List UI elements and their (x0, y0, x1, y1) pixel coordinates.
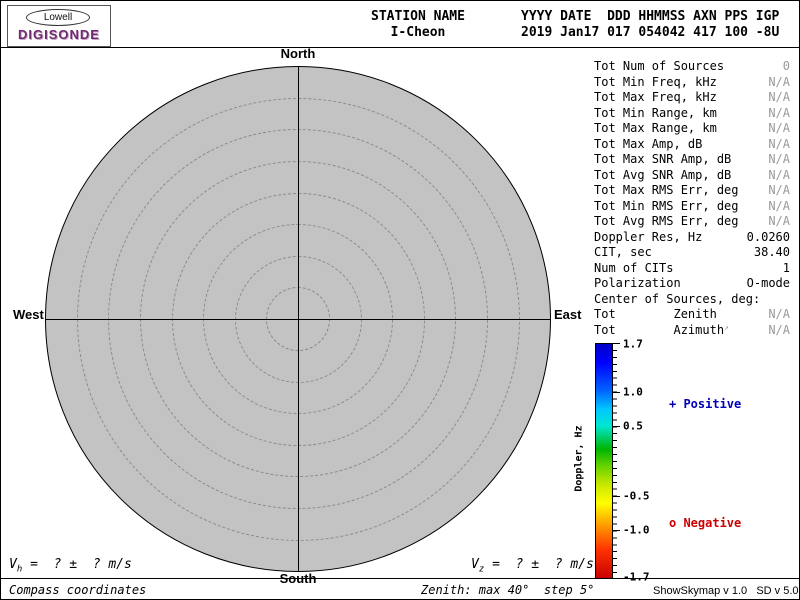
stat-label: Doppler Res, Hz (594, 229, 703, 244)
stat-label: Tot Avg RMS Err, deg (594, 214, 739, 228)
stat-value: N/A (768, 90, 790, 104)
stat-value: N/A (768, 74, 790, 89)
software-version-label: ShowSkymap v 1.0 SD v 5.0 (653, 585, 799, 597)
colorbar-tick-label: 0.5 (623, 419, 643, 433)
colorbar-tick (613, 496, 620, 497)
stat-row-min-rms: Tot Min RMS Err, deg N/A (594, 199, 790, 214)
stat-value: N/A (768, 307, 790, 321)
stat-value: N/A (768, 214, 790, 228)
stat-label: CIT, sec (594, 245, 652, 259)
colorbar-minor-ticks (613, 343, 617, 579)
stat-label: Tot Min RMS Err, deg (594, 198, 739, 213)
coordinates-mode-label: Compass coordinates (9, 583, 147, 597)
stat-label: Tot Max Range, km (594, 121, 717, 135)
horizontal-velocity-readout: Vh = ? ± ? m/s (9, 557, 132, 575)
stat-label: Tot Zenith (594, 307, 717, 321)
stat-row-num-cits: Num of CITs 1 (594, 261, 790, 276)
stat-row-min-freq: Tot Min Freq, kHz N/A (594, 75, 790, 90)
colorbar-tick-label: -0.5 (623, 489, 650, 503)
stat-value: 0 (782, 59, 790, 73)
stat-row-max-rms: Tot Max RMS Err, deg N/A (594, 183, 790, 198)
stat-row-doppler-res: Doppler Res, Hz 0.0260 (594, 230, 790, 245)
colorbar-tick (613, 343, 620, 344)
stat-value: N/A (768, 167, 790, 182)
stat-row-polarization: Polarization O-mode (594, 276, 790, 291)
stat-row-max-range: Tot Max Range, km N/A (594, 121, 790, 136)
stat-label: Tot Max Freq, kHz (594, 90, 717, 104)
stat-label: Tot Min Range, km (594, 105, 717, 120)
colorbar-tick-label: 1.0 (623, 385, 643, 399)
vertical-velocity-readout: Vz = ? ± ? m/s (471, 557, 594, 575)
stat-row-avg-snr: Tot Avg SNR Amp, dB N/A (594, 168, 790, 183)
stat-row-cit: CIT, sec 38.40 (594, 245, 790, 260)
stat-value: N/A (768, 121, 790, 135)
legend-positive: + Positive (669, 397, 742, 411)
stat-label: Tot Max SNR Amp, dB (594, 152, 732, 166)
stat-label: Tot Min Freq, kHz (594, 74, 717, 89)
stat-value: N/A (768, 152, 790, 166)
stat-row-tot-zenith: Tot Zenith N/A (594, 307, 790, 322)
datetime-fields-label: YYYY DATE DDD HHMMSS AXN PPS IGP (521, 9, 780, 24)
digisonde-logo-text: DIGISONDE (18, 27, 100, 42)
stat-value: 0.0260 (746, 229, 790, 244)
stat-value: N/A (768, 136, 790, 151)
stat-label: Tot Avg SNR Amp, dB (594, 167, 732, 182)
colorbar-axis-label: Doppler, Hz (573, 425, 585, 492)
doppler-colorbar (595, 343, 613, 579)
footer-divider (1, 578, 799, 579)
stat-value: 1 (782, 260, 790, 275)
stat-row-tot-azimuth: Tot Azimuth↗ N/A (594, 323, 790, 338)
colorbar-tick (613, 426, 620, 427)
stat-row-min-range: Tot Min Range, km N/A (594, 106, 790, 121)
stat-label: Tot Azimuth↗ (594, 322, 729, 337)
stat-value: N/A (768, 322, 790, 337)
stat-value: O-mode (746, 276, 790, 290)
colorbar-tick-label: 1.7 (623, 337, 643, 351)
stat-value: N/A (768, 105, 790, 120)
stat-value: 38.40 (753, 245, 790, 259)
station-name-label: STATION NAME (371, 9, 465, 24)
east-west-axis (45, 319, 551, 320)
stat-label: Polarization (594, 276, 681, 290)
stat-value: N/A (768, 198, 790, 213)
compass-label-north: North (280, 46, 316, 61)
stat-row-center-header: Center of Sources, deg: (594, 292, 790, 307)
stat-label: Center of Sources, deg: (594, 291, 761, 306)
stat-label: Tot Max Amp, dB (594, 136, 703, 151)
stat-label: Tot Max RMS Err, deg (594, 183, 739, 197)
stat-label: Num of CITs (594, 260, 674, 275)
compass-label-east: East (554, 307, 582, 322)
colorbar-tick (613, 530, 620, 531)
header-divider (1, 47, 799, 48)
stat-row-max-amp: Tot Max Amp, dB N/A (594, 137, 790, 152)
stat-row-avg-rms: Tot Avg RMS Err, deg N/A (594, 214, 790, 229)
legend-negative: o Negative (669, 516, 742, 530)
azimuth-arrow-mark: ↗ (724, 322, 729, 332)
stat-row-num-sources: Tot Num of Sources 0 (594, 59, 790, 74)
stat-row-max-freq: Tot Max Freq, kHz N/A (594, 90, 790, 105)
stat-row-max-snr: Tot Max SNR Amp, dB N/A (594, 152, 790, 167)
datetime-fields-value: 2019 Jan17 017 054042 417 100 -8U (521, 25, 780, 40)
compass-label-west: West (13, 307, 44, 322)
station-name-value: I-Cheon (390, 25, 446, 40)
zenith-scale-label: Zenith: max 40° step 5° (421, 583, 595, 597)
lowell-logo-ellipse: Lowell (26, 9, 90, 26)
colorbar-tick (613, 392, 620, 393)
colorbar-tick-label: -1.7 (623, 570, 650, 584)
colorbar-tick-label: -1.0 (623, 523, 650, 537)
stat-value: N/A (768, 183, 790, 197)
stat-label: Tot Num of Sources (594, 59, 725, 73)
lowell-digisonde-logo: Lowell DIGISONDE (7, 5, 111, 47)
